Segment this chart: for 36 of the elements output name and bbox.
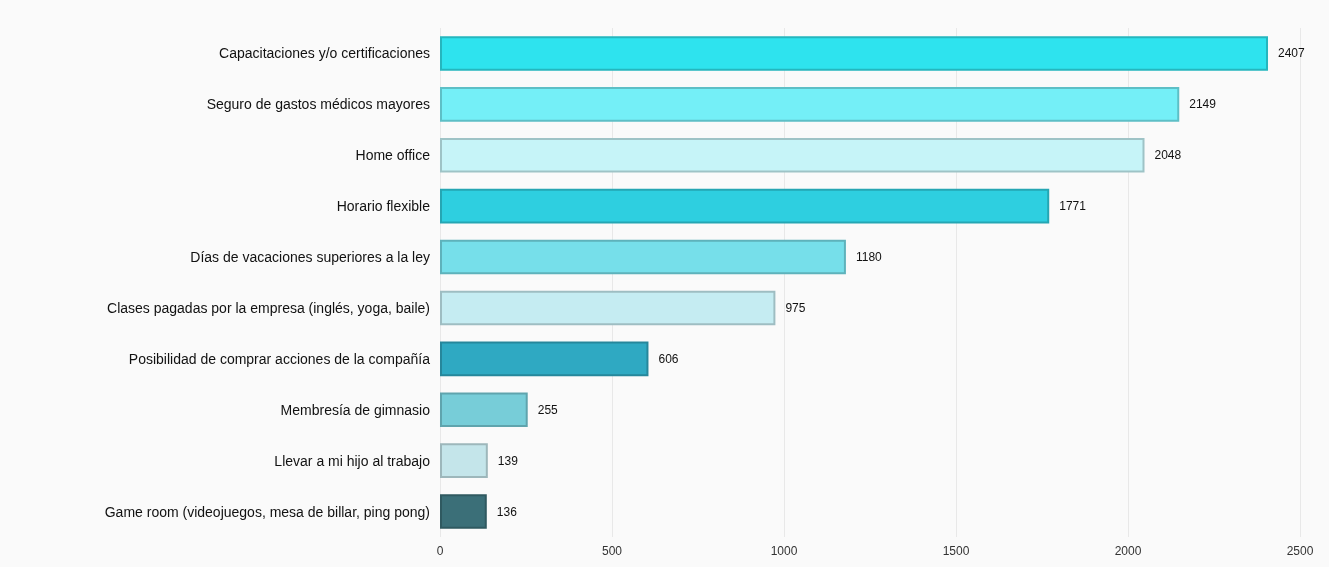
x-tick-label: 500 (601, 544, 623, 558)
bar (440, 188, 1050, 224)
bar (440, 341, 649, 377)
y-tick-label: Home office (355, 147, 431, 164)
y-tick-label: Seguro de gastos médicos mayores (206, 96, 430, 113)
data-label: 1180 (855, 250, 883, 265)
data-label: 975 (785, 300, 806, 315)
y-tick-label: Llevar a mi hijo al trabajo (274, 452, 431, 469)
y-tick-label: Membresía de gimnasio (280, 401, 431, 418)
data-label: 139 (497, 453, 519, 468)
y-tick-label: Días de vacaciones superiores a la ley (190, 249, 430, 266)
bar (440, 443, 488, 478)
y-tick-label: Capacitaciones y/o certificaciones (219, 45, 430, 62)
x-tick-label: 0 (436, 544, 444, 558)
bar (440, 392, 528, 428)
bar (440, 36, 1269, 71)
bar (440, 87, 1180, 122)
data-label: 1771 (1059, 199, 1087, 214)
y-tick-label: Clases pagadas por la empresa (inglés, yoga, baile) (107, 299, 430, 316)
x-tick-label: 1500 (942, 544, 970, 558)
y-tick-label: Horario flexible (336, 198, 431, 215)
data-label: 606 (658, 351, 679, 366)
x-tick-label: 1000 (770, 544, 798, 558)
bar (440, 494, 487, 529)
data-label: 2048 (1154, 148, 1182, 163)
bar (440, 137, 1145, 173)
x-tick-label: 2500 (1286, 544, 1314, 558)
data-label: 136 (496, 504, 518, 519)
data-label: 2407 (1278, 46, 1306, 61)
x-tick-label: 2000 (1114, 544, 1142, 558)
data-label: 255 (537, 402, 559, 417)
data-label: 2149 (1189, 97, 1217, 112)
bar (440, 290, 776, 326)
y-tick-label: Game room (videojuegos, mesa de billar, ping pong) (104, 503, 430, 520)
y-tick-label: Posibilidad de comprar acciones de la compañía (128, 350, 431, 367)
bar (440, 239, 846, 275)
